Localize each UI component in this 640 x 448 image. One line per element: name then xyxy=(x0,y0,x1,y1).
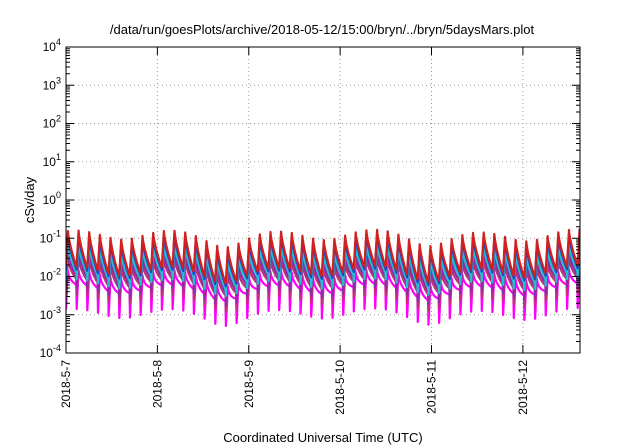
chart-title: /data/run/goesPlots/archive/2018-05-12/1… xyxy=(110,22,535,37)
y-axis-ticks: 104 103 102 101 100 10-1 10-2 10-3 10-4 xyxy=(40,37,580,360)
x-tick-label: 2018-5-11 xyxy=(425,360,439,414)
x-tick-label: 2018-5-7 xyxy=(59,360,73,408)
y-axis-label: cSv/day xyxy=(22,176,37,223)
y-tick-label: 103 xyxy=(43,75,61,92)
x-tick-label: 2018-5-12 xyxy=(516,360,530,415)
y-tick-label: 102 xyxy=(43,114,61,131)
x-tick-label: 2018-5-10 xyxy=(333,360,347,415)
y-tick-label: 10-4 xyxy=(40,343,61,360)
y-tick-label: 10-2 xyxy=(40,267,61,284)
x-tick-label: 2018-5-8 xyxy=(150,360,164,408)
x-axis-ticks: 2018-5-7 2018-5-8 2018-5-9 2018-5-10 2018-5-… xyxy=(59,47,530,415)
series-group xyxy=(66,228,580,327)
y-tick-label: 10-1 xyxy=(40,228,61,245)
series-line-6 xyxy=(66,228,580,285)
y-tick-label: 101 xyxy=(43,152,61,169)
x-tick-label: 2018-5-9 xyxy=(242,360,256,408)
x-axis-label: Coordinated Universal Time (UTC) xyxy=(223,430,422,445)
y-tick-label: 104 xyxy=(43,37,61,54)
y-tick-label: 100 xyxy=(43,190,61,207)
y-tick-label: 10-3 xyxy=(40,305,61,322)
